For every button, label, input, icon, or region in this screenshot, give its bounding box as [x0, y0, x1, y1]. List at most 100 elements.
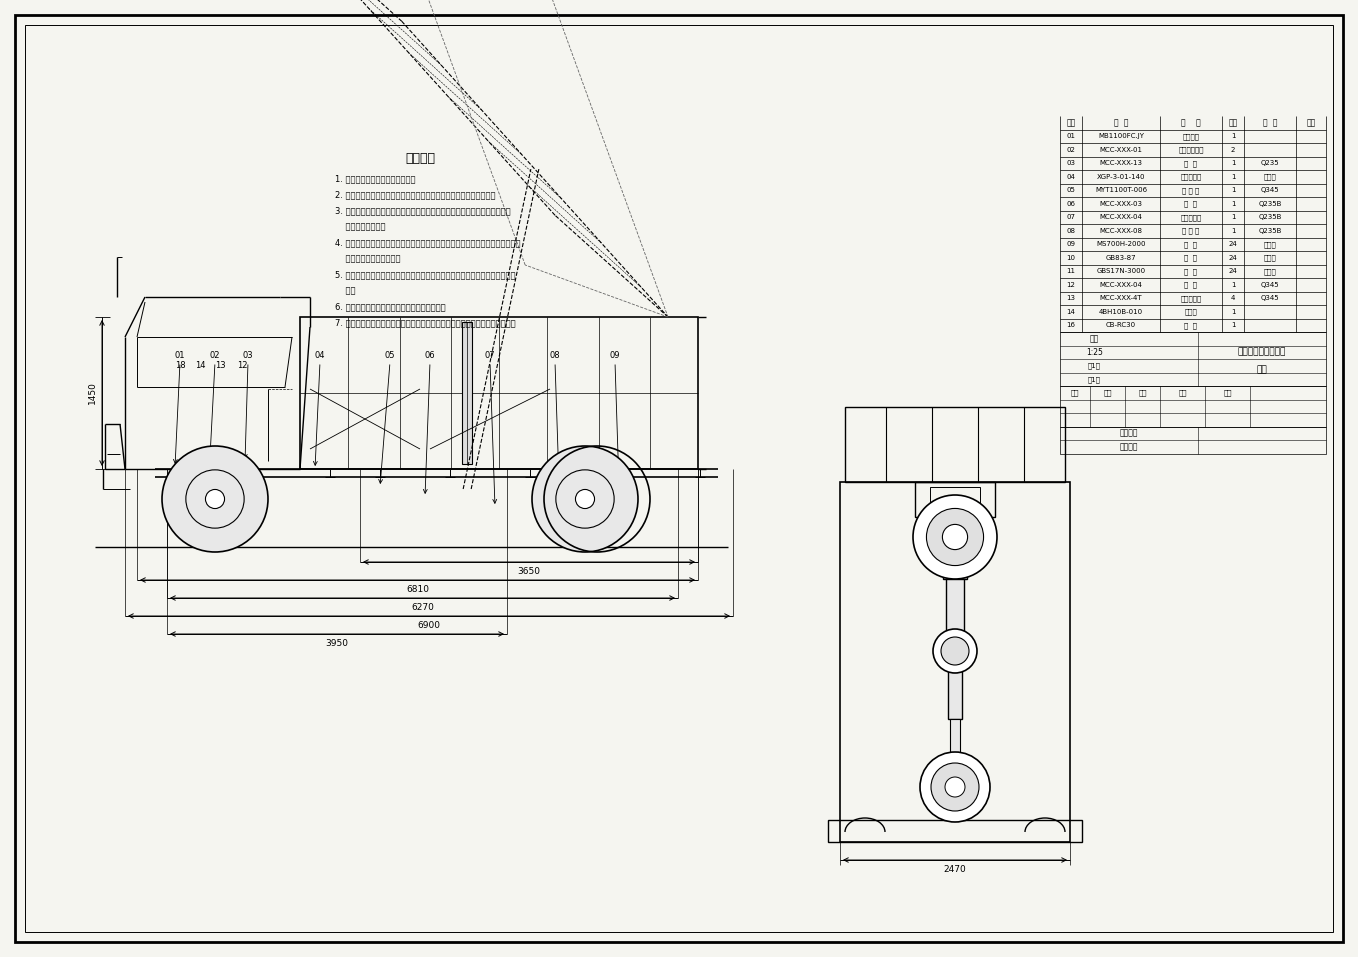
Text: 4: 4	[1230, 296, 1236, 301]
Text: 07: 07	[485, 351, 496, 361]
Bar	[300, 317, 698, 469]
Text: 14: 14	[1066, 309, 1076, 315]
Text: 数量: 数量	[1229, 119, 1237, 127]
Text: 3. 进入装配的零件及部件（包括外购件、外协件），必须具有检验部门的合格: 3. 进入装配的零件及部件（包括外购件、外协件），必须具有检验部门的合格	[335, 207, 511, 215]
Text: 14: 14	[194, 361, 205, 369]
Text: MCC-XXX-4T: MCC-XXX-4T	[1100, 296, 1142, 301]
Text: 技术要求: 技术要求	[405, 152, 435, 166]
Text: 4BH10B-010: 4BH10B-010	[1099, 309, 1143, 315]
Text: 置图: 置图	[1256, 366, 1267, 374]
Bar	[462, 322, 473, 464]
Text: 螺  母: 螺 母	[1184, 268, 1198, 275]
Circle shape	[576, 489, 595, 508]
Circle shape	[162, 446, 268, 552]
Text: Q345: Q345	[1260, 281, 1279, 288]
Text: 1: 1	[1230, 201, 1236, 207]
Text: 螺  栓: 螺 栓	[1184, 241, 1198, 248]
Text: MS700H-2000: MS700H-2000	[1096, 241, 1146, 247]
Text: 07: 07	[1066, 214, 1076, 220]
Text: MYT1100T-006: MYT1100T-006	[1095, 188, 1148, 193]
Text: GB83-87: GB83-87	[1105, 255, 1137, 260]
Text: 24: 24	[1229, 255, 1237, 260]
Circle shape	[205, 489, 224, 508]
Circle shape	[926, 508, 983, 566]
Text: 02: 02	[1066, 146, 1076, 153]
Text: 13: 13	[215, 361, 225, 369]
Text: 自卸式垃圾车总体布: 自卸式垃圾车总体布	[1238, 347, 1286, 357]
Text: 锁  架: 锁 架	[1184, 281, 1198, 288]
Bar	[1061, 386, 1325, 427]
Text: 后 厢 门: 后 厢 门	[1183, 228, 1199, 234]
Text: 名    称: 名 称	[1181, 119, 1200, 127]
Text: 标准件: 标准件	[1264, 241, 1277, 248]
Text: 5. 装配配合尺寸、部件的主要配合尺寸，特别是过盈配合尺寸及相关精度进行复: 5. 装配配合尺寸、部件的主要配合尺寸，特别是过盈配合尺寸及相关精度进行复	[335, 271, 516, 279]
Text: 螺  栓: 螺 栓	[1184, 255, 1198, 261]
Text: 24: 24	[1229, 241, 1237, 247]
Text: Q235B: Q235B	[1259, 214, 1282, 220]
Text: 24: 24	[1229, 268, 1237, 275]
Text: 05: 05	[384, 351, 395, 361]
Circle shape	[942, 524, 968, 549]
Text: 学校名称: 学校名称	[1120, 429, 1138, 437]
Text: 04: 04	[315, 351, 326, 361]
Text: 比例: 比例	[1090, 334, 1099, 344]
Text: 序号: 序号	[1066, 119, 1076, 127]
Bar	[951, 719, 960, 787]
Bar	[1061, 427, 1325, 454]
Text: 1: 1	[1230, 160, 1236, 167]
Text: 标准件: 标准件	[1264, 255, 1277, 261]
Text: CB-RC30: CB-RC30	[1105, 323, 1137, 328]
Text: MCC-XXX-04: MCC-XXX-04	[1100, 281, 1142, 288]
Circle shape	[532, 446, 638, 552]
Text: 12: 12	[1066, 281, 1076, 288]
Text: 审核: 审核	[1179, 389, 1187, 396]
Circle shape	[941, 637, 970, 665]
Text: 1: 1	[1230, 228, 1236, 234]
Text: 柱  杆: 柱 杆	[1184, 160, 1198, 167]
Text: MCC-XXX-01: MCC-XXX-01	[1100, 146, 1142, 153]
Text: 1:25: 1:25	[1086, 347, 1103, 357]
Bar	[930, 487, 980, 512]
Text: 12: 12	[236, 361, 247, 369]
Circle shape	[933, 629, 976, 673]
Bar	[942, 545, 967, 579]
Text: 二类底盘: 二类底盘	[1183, 133, 1199, 140]
Bar	[947, 579, 964, 649]
Text: 1: 1	[1230, 133, 1236, 140]
Text: MB1100FC.JY: MB1100FC.JY	[1099, 133, 1143, 140]
Text: 旋  塞: 旋 塞	[1184, 322, 1198, 328]
Bar	[845, 407, 1065, 482]
Text: 6. 装配过程中零件不允许磕、碰、划伤和锈蚀；: 6. 装配过程中零件不允许磕、碰、划伤和锈蚀；	[335, 302, 445, 311]
Text: 共1页: 共1页	[1088, 376, 1101, 383]
Text: 7. 规定拧紧力矩要求的紧固件，必须采用力矩扳手，并按规定的拧紧力矩紧固；: 7. 规定拧紧力矩要求的紧固件，必须采用力矩扳手，并按规定的拧紧力矩紧固；	[335, 319, 516, 327]
Text: 校对: 校对	[1138, 389, 1146, 396]
Text: Q345: Q345	[1260, 296, 1279, 301]
Text: XGP-3-01-140: XGP-3-01-140	[1097, 174, 1145, 180]
Circle shape	[945, 777, 966, 797]
Text: 16: 16	[1066, 323, 1076, 328]
Text: 2470: 2470	[944, 865, 967, 875]
Bar	[828, 820, 1082, 842]
Text: 备注: 备注	[1306, 119, 1316, 127]
Circle shape	[932, 763, 979, 811]
Text: 1: 1	[1230, 214, 1236, 220]
Text: 03: 03	[243, 351, 254, 361]
Text: 油污、着色剂和灰尘等；: 油污、着色剂和灰尘等；	[335, 255, 401, 263]
Text: 11: 11	[1066, 268, 1076, 275]
Text: 01: 01	[1066, 133, 1076, 140]
Text: 车厢载土机架: 车厢载土机架	[1179, 146, 1203, 153]
Text: 4. 零件在装配前必须清理和清洗干净，不得有毛刺、飞边、氧化皮、锈蚀、切屑、: 4. 零件在装配前必须清理和清洗干净，不得有毛刺、飞边、氧化皮、锈蚀、切屑、	[335, 238, 520, 248]
Text: 标准件: 标准件	[1264, 268, 1277, 275]
Text: 上滑块滑管: 上滑块滑管	[1180, 295, 1202, 301]
Text: 单杆液压缸: 单杆液压缸	[1180, 173, 1202, 180]
Text: 1: 1	[1230, 174, 1236, 180]
Text: MCC-XXX-04: MCC-XXX-04	[1100, 214, 1142, 220]
Text: 机械工程: 机械工程	[1120, 442, 1138, 452]
Text: MCC-XXX-03: MCC-XXX-03	[1100, 201, 1142, 207]
Text: 3950: 3950	[326, 638, 349, 648]
Bar	[1061, 332, 1325, 386]
Text: 1: 1	[1230, 281, 1236, 288]
Text: 设计: 设计	[1070, 389, 1080, 396]
Text: 10: 10	[1066, 255, 1076, 260]
Text: 02: 02	[209, 351, 220, 361]
